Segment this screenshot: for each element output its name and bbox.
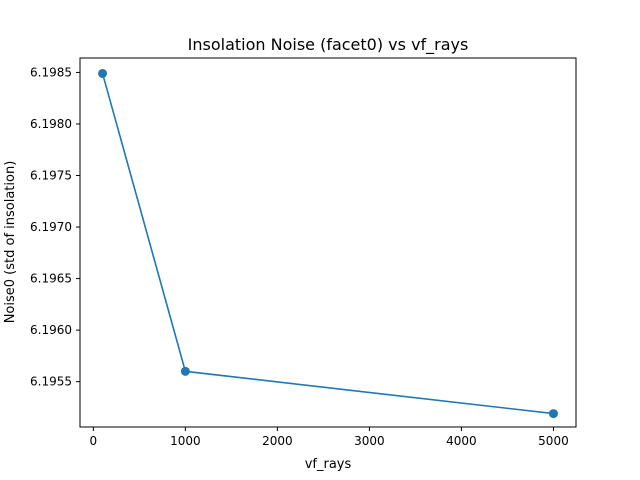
data-point — [548, 409, 558, 419]
y-tick-label: 6.1955 — [30, 375, 72, 389]
data-point — [98, 68, 108, 78]
y-tick-label: 6.1960 — [30, 323, 72, 337]
data-point — [180, 366, 190, 376]
plot-area — [79, 57, 577, 428]
x-axis: 0 1000 2000 3000 4000 5000 — [90, 427, 569, 448]
y-tick-label: 6.1985 — [30, 65, 72, 79]
x-tick-label: 3000 — [354, 434, 385, 448]
x-tick-label: 1000 — [170, 434, 201, 448]
chart-title: Insolation Noise (facet0) vs vf_rays — [188, 35, 469, 55]
x-tick-label: 0 — [90, 434, 98, 448]
series-layer — [98, 68, 558, 419]
y-axis-label: Noise0 (std of insolation) — [3, 161, 18, 324]
x-tick-label: 2000 — [262, 434, 293, 448]
y-tick-label: 6.1975 — [30, 169, 72, 183]
x-tick-label: 4000 — [446, 434, 477, 448]
y-tick-label: 6.1970 — [30, 220, 72, 234]
y-tick-label: 6.1965 — [30, 272, 72, 286]
x-tick-label: 5000 — [538, 434, 569, 448]
y-tick-label: 6.1980 — [30, 117, 72, 131]
y-axis: 6.1955 6.1960 6.1965 6.1970 6.1975 6.1980 6.19… — [30, 65, 80, 389]
x-axis-label: vf_rays — [305, 457, 352, 472]
